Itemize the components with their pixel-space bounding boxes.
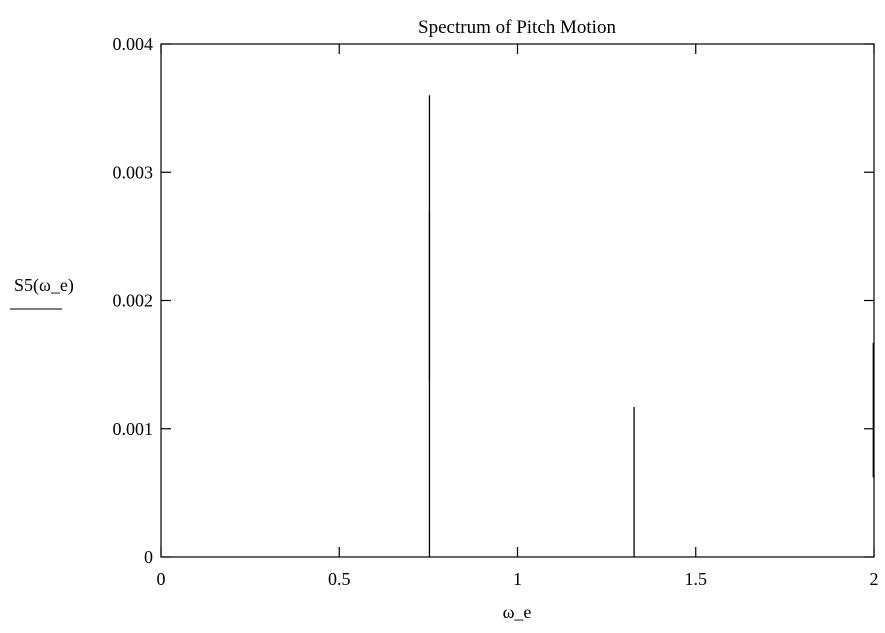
plot-frame: [160, 43, 875, 558]
x-tick-label: 0: [157, 569, 166, 589]
y-tick-label: 0.004: [113, 34, 154, 54]
y-axis-label: S5(ω_e): [14, 275, 74, 296]
chart-title: Spectrum of Pitch Motion: [418, 17, 616, 38]
y-tick-label: 0.002: [113, 291, 154, 311]
data-series: [428, 95, 874, 557]
y-tick-label: 0: [144, 547, 153, 567]
x-tick-labels: 0 0.5 1 1.5 2: [157, 569, 879, 589]
y-tick-label: 0.003: [113, 162, 154, 182]
y-tick-label: 0.001: [113, 419, 154, 439]
x-axis-label: ω_e: [503, 602, 532, 622]
y-tick-labels: 0 0.001 0.002 0.003 0.004: [113, 34, 154, 567]
series-group: [428, 95, 874, 557]
x-tick-label: 0.5: [328, 569, 351, 589]
x-tick-label: 1: [513, 569, 522, 589]
x-tick-label: 2: [870, 569, 879, 589]
tick-marks: [160, 43, 875, 558]
x-tick-label: 1.5: [685, 569, 708, 589]
